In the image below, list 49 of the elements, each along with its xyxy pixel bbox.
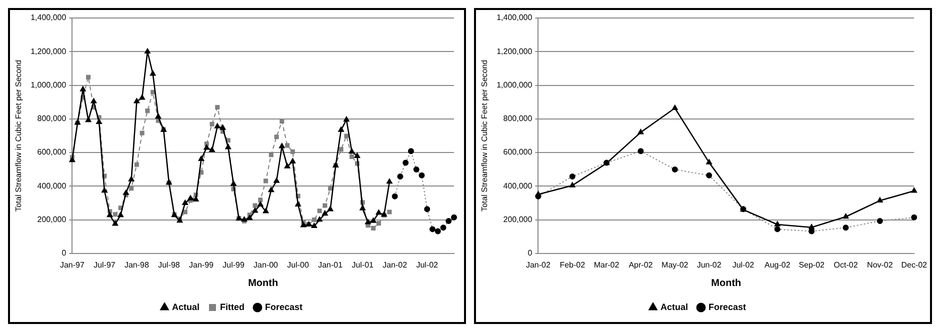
y-tick-label: 400,000 (37, 181, 67, 190)
x-axis-title: Month (711, 278, 742, 289)
x-tick-label: Jan-01 (318, 260, 344, 270)
y-tick-label: 800,000 (503, 114, 533, 124)
y-axis-title: Total Streamflow in Cubic Feet per Second (14, 60, 24, 212)
x-tick-label: Jan-99 (189, 260, 214, 270)
x-tick-label: Sep-02 (798, 260, 826, 270)
x-tick-label: Jul-98 (158, 260, 180, 270)
x-tick-label: Mar-02 (594, 260, 620, 270)
y-tick-label: 0 (528, 248, 533, 258)
y-tick-label: 1,200,000 (30, 46, 67, 56)
x-tick-label: May-02 (662, 260, 689, 270)
legend-label: Actual (172, 302, 200, 312)
x-tick-label: Jul-02 (732, 260, 755, 270)
y-tick-label: 600,000 (37, 148, 67, 157)
y-tick-label: 1,000,000 (30, 80, 67, 90)
x-tick-label: Jan-00 (254, 260, 279, 270)
legend-label: Forecast (264, 302, 303, 312)
x-tick-label: Jul-01 (352, 260, 374, 270)
x-tick-label: Oct-02 (834, 260, 858, 270)
y-tick-label: 200,000 (37, 214, 67, 224)
legend-label: Actual (660, 302, 688, 312)
x-tick-label: Jul-02 (416, 260, 439, 270)
x-tick-label: Apr-02 (628, 260, 654, 270)
y-tick-label: 600,000 (503, 148, 533, 157)
x-tick-label: Aug-02 (764, 260, 791, 270)
x-tick-label: Jan-02 (526, 260, 551, 270)
legend-label: Fitted (220, 302, 244, 312)
x-tick-label: Jul-99 (222, 260, 245, 270)
legend-label: Forecast (708, 302, 746, 312)
y-tick-label: 1,400,000 (30, 13, 67, 22)
y-tick-label: 1,200,000 (496, 46, 533, 56)
x-tick-label: Jan-98 (124, 260, 150, 270)
y-tick-label: 1,000,000 (496, 80, 533, 90)
x-axis-title: Month (248, 278, 278, 289)
x-tick-label: Jan-02 (382, 260, 408, 270)
y-tick-label: 800,000 (37, 114, 67, 124)
y-tick-label: 1,400,000 (496, 13, 533, 22)
x-tick-label: Jul-00 (287, 260, 310, 270)
x-tick-label: Jul-97 (94, 260, 116, 270)
x-tick-label: Jun-02 (696, 260, 722, 270)
y-tick-label: 0 (62, 248, 67, 258)
y-tick-label: 400,000 (503, 181, 533, 190)
y-tick-label: 200,000 (503, 214, 533, 224)
x-tick-label: Feb-02 (560, 260, 586, 270)
x-tick-label: Dec-02 (901, 260, 928, 270)
y-axis-title: Total Streamflow in Cubic Feet per Second (480, 60, 490, 212)
x-tick-label: Nov-02 (867, 260, 894, 270)
x-tick-label: Jan-97 (60, 260, 85, 270)
